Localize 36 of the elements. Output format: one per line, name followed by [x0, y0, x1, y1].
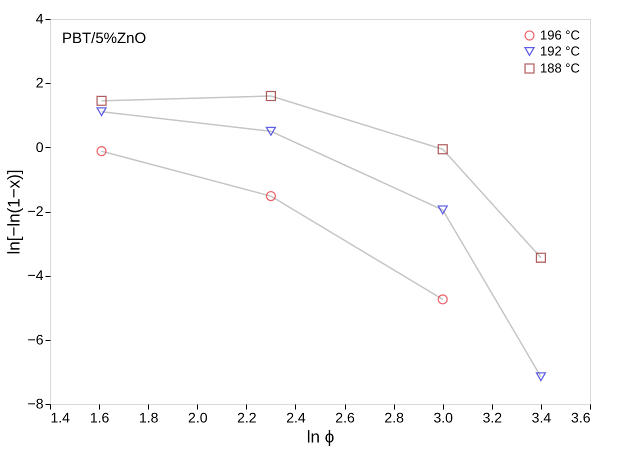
x-tick-label: 1.4 [50, 410, 70, 426]
y-tick-label: −8 [28, 396, 44, 412]
point [96, 96, 107, 106]
point [96, 146, 107, 156]
x-tick-label: 3.6 [571, 410, 591, 426]
point [438, 144, 448, 154]
x-tick-label: 2.4 [286, 410, 306, 426]
x-axis-title: ln ϕ [306, 428, 334, 446]
legend-label: 192 °C [540, 44, 580, 58]
x-tick-label: 2.6 [335, 410, 355, 426]
y-tick-label: −6 [28, 331, 44, 348]
point [266, 90, 276, 102]
y-tick-label: 4 [36, 10, 44, 26]
y-tick-label: 2 [36, 74, 44, 91]
y-axis-title: ln[−ln(1−x)] [4, 169, 24, 255]
x-tick-label: 1.6 [90, 410, 110, 426]
x-tick-label: 2.8 [384, 410, 404, 426]
y-tick-label: −4 [28, 267, 44, 284]
x-tick-label: 2.2 [237, 410, 257, 426]
annotation: PBT/5%ZnO [62, 30, 146, 47]
x-tick-label: 2.0 [188, 410, 208, 426]
point [266, 190, 276, 202]
point [438, 294, 448, 305]
point [96, 107, 107, 116]
point [536, 252, 546, 263]
legend-label: 188 °C [540, 60, 580, 76]
x-tick-label: 3.0 [433, 410, 454, 426]
point [266, 126, 276, 136]
x-tick-label: 3.4 [532, 410, 552, 426]
legend-label: 196 °C [540, 28, 580, 42]
point [438, 205, 448, 214]
y-tick-label: −2 [28, 203, 44, 219]
x-tick-label: 3.2 [482, 410, 502, 426]
point [536, 372, 546, 382]
y-tick-label: 0 [36, 138, 44, 155]
x-tick-label: 1.8 [138, 410, 159, 426]
